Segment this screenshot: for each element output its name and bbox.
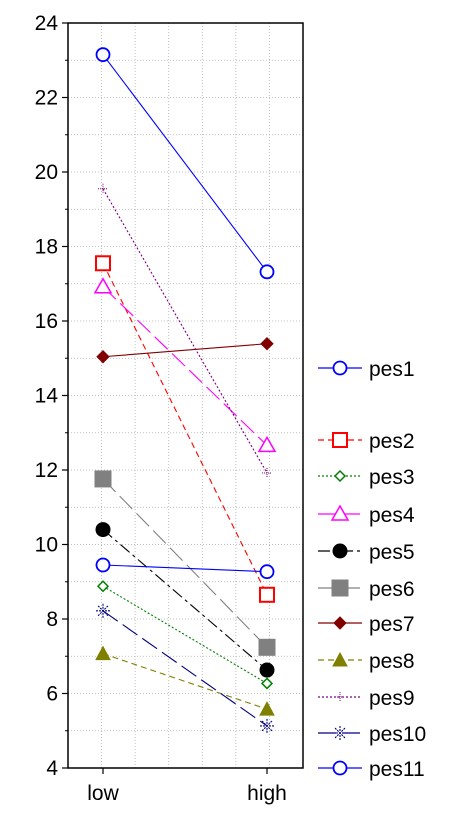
- y-tick-label: 22: [35, 87, 58, 110]
- legend-item-pes9: pes9: [318, 687, 415, 710]
- legend-marker-pes4: [330, 504, 350, 521]
- legend-marker-pes7: [333, 616, 347, 630]
- grid-lines: [68, 23, 303, 768]
- data-point-pes7-low: [96, 350, 110, 364]
- legend-label: pes5: [369, 541, 415, 564]
- y-tick-label: 14: [35, 385, 59, 408]
- y-tick-label: 6: [46, 683, 58, 706]
- data-point-pes1-low: [95, 47, 111, 63]
- x-tick-label: low: [87, 782, 119, 805]
- data-point-pes10-low: [96, 603, 110, 618]
- legend-label: pes2: [369, 430, 415, 453]
- legend-label: pes3: [369, 466, 415, 489]
- legend-label: pes9: [369, 687, 415, 710]
- data-point-pes5-high: [259, 662, 275, 678]
- data-point-pes8-low: [95, 645, 111, 661]
- data-point-pes9-high: [262, 467, 272, 478]
- legend-item-pes5: pes5: [318, 541, 415, 564]
- legend-label: pes8: [369, 650, 415, 673]
- series-pes4: [93, 277, 277, 453]
- data-point-pes2-high: [259, 586, 275, 603]
- y-tick-label: 16: [35, 310, 58, 333]
- y-tick-label: 4: [46, 757, 58, 780]
- series-line-pes2: [102, 263, 268, 596]
- data-point-pes4-high: [257, 435, 277, 453]
- series-pes1: [95, 47, 275, 280]
- legend-label: pes10: [369, 723, 426, 746]
- series-pes6: [94, 470, 276, 656]
- legend-marker-pes2: [332, 432, 348, 448]
- data-point-pes6-low: [94, 470, 112, 488]
- series-pes5: [95, 522, 275, 678]
- legend-item-pes11: pes11: [318, 758, 425, 781]
- y-tick-label: 12: [35, 459, 58, 482]
- series-pes8: [95, 645, 275, 716]
- series-line-pes7: [102, 343, 268, 358]
- legend-marker-pes8: [332, 651, 348, 667]
- legend-marker-pes11: [332, 760, 348, 776]
- legend-item-pes4: pes4: [318, 504, 415, 527]
- legend-label: pes11: [369, 758, 425, 781]
- legend-marker-pes5: [332, 543, 348, 559]
- series-line-pes1: [102, 54, 268, 273]
- y-tick-label: 20: [35, 161, 58, 184]
- data-point-pes4-low: [93, 277, 113, 294]
- legend-item-pes1: pes1: [318, 358, 415, 381]
- y-tick-label: 24: [35, 12, 59, 35]
- x-tick-label: high: [247, 782, 287, 805]
- data-point-pes3-high: [260, 677, 274, 690]
- y-axis: 4 6 8 10 12 14 16 18 20 22 24: [35, 12, 68, 780]
- series-group: [93, 47, 277, 733]
- series-line-pes4: [102, 286, 268, 446]
- x-axis: low high: [87, 768, 287, 805]
- series-line-pes6: [102, 478, 268, 648]
- data-point-pes5-low: [95, 522, 111, 538]
- series-pes10: [96, 603, 274, 733]
- legend: pes1 pes2 pes3 pes4 pes5 pes6 pes7 pes8 pes9 pes1…: [318, 358, 426, 781]
- legend-marker-pes9: [335, 692, 345, 702]
- legend-item-pes7: pes7: [318, 613, 415, 636]
- legend-label: pes1: [369, 358, 415, 381]
- series-pes9: [98, 183, 272, 478]
- series-line-pes11: [102, 564, 268, 573]
- legend-label: pes4: [369, 504, 415, 527]
- legend-item-pes2: pes2: [318, 430, 415, 453]
- series-line-pes5: [102, 529, 268, 671]
- data-point-pes7-high: [260, 337, 274, 351]
- legend-marker-pes6: [331, 579, 349, 597]
- data-point-pes3-low: [96, 580, 110, 593]
- series-pes11: [95, 557, 275, 580]
- data-point-pes1-high: [259, 264, 275, 280]
- legend-item-pes6: pes6: [318, 578, 415, 601]
- data-point-pes10-high: [260, 718, 274, 733]
- legend-marker-pes1: [332, 360, 348, 376]
- series-line-pes8: [102, 653, 268, 710]
- legend-item-pes3: pes3: [318, 466, 415, 489]
- data-point-pes2-low: [95, 255, 111, 272]
- series-pes7: [96, 337, 274, 364]
- data-point-pes11-low: [95, 557, 111, 573]
- data-point-pes6-high: [258, 638, 276, 656]
- series-line-pes9: [102, 188, 268, 474]
- legend-item-pes10: pes10: [318, 723, 426, 746]
- y-tick-label: 8: [46, 608, 58, 631]
- legend-item-pes8: pes8: [318, 650, 415, 673]
- series-pes3: [96, 580, 274, 690]
- data-point-pes9-low: [98, 183, 108, 194]
- series-line-pes10: [102, 610, 268, 727]
- series-pes2: [95, 255, 275, 603]
- data-point-pes11-high: [259, 564, 275, 580]
- legend-marker-pes3: [333, 469, 347, 483]
- legend-label: pes6: [369, 578, 415, 601]
- y-tick-label: 10: [35, 534, 58, 557]
- legend-label: pes7: [369, 613, 415, 636]
- y-tick-label: 18: [35, 236, 58, 259]
- data-point-pes8-high: [259, 701, 275, 716]
- legend-marker-pes10: [333, 726, 347, 740]
